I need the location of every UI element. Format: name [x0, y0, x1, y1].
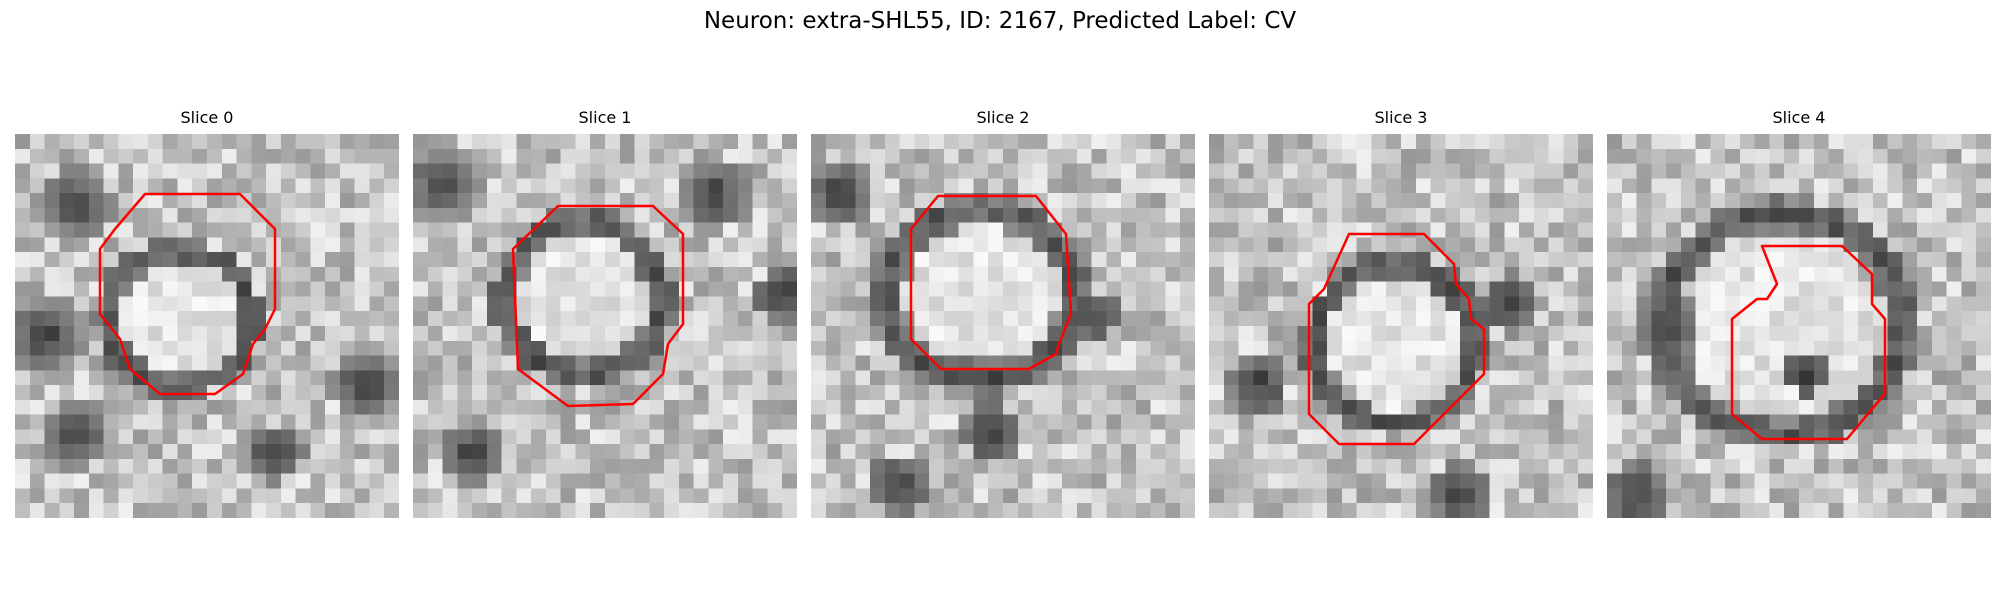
pixel-grid — [15, 134, 399, 518]
segmentation-contour — [511, 204, 685, 408]
slice-image — [811, 134, 1195, 518]
slice-title: Slice 1 — [578, 108, 632, 127]
segmentation-contour — [1307, 232, 1486, 446]
figure-title: Neuron: extra-SHL55, ID: 2167, Predicted… — [703, 8, 1297, 34]
slice-panel-4: Slice 4 — [1607, 108, 1991, 518]
slice-title: Slice 2 — [976, 108, 1030, 127]
pixel-grid — [1607, 134, 1991, 518]
segmentation-contour — [1730, 244, 1887, 441]
slice-panel-0: Slice 0 — [15, 108, 399, 518]
slice-image — [1607, 134, 1991, 518]
slice-image — [15, 134, 399, 518]
slice-panel-2: Slice 2 — [811, 108, 1195, 518]
segmentation-contour — [909, 194, 1073, 371]
slice-image — [1209, 134, 1593, 518]
slice-panel-1: Slice 1 — [413, 108, 797, 518]
segmentation-contour — [98, 192, 277, 396]
slice-title: Slice 3 — [1374, 108, 1428, 127]
pixel-grid — [413, 134, 797, 518]
slice-title: Slice 0 — [180, 108, 234, 127]
pixel-grid — [1209, 134, 1593, 518]
slice-image — [413, 134, 797, 518]
pixel-grid — [811, 134, 1195, 518]
slice-title: Slice 4 — [1772, 108, 1826, 127]
slice-panel-3: Slice 3 — [1209, 108, 1593, 518]
